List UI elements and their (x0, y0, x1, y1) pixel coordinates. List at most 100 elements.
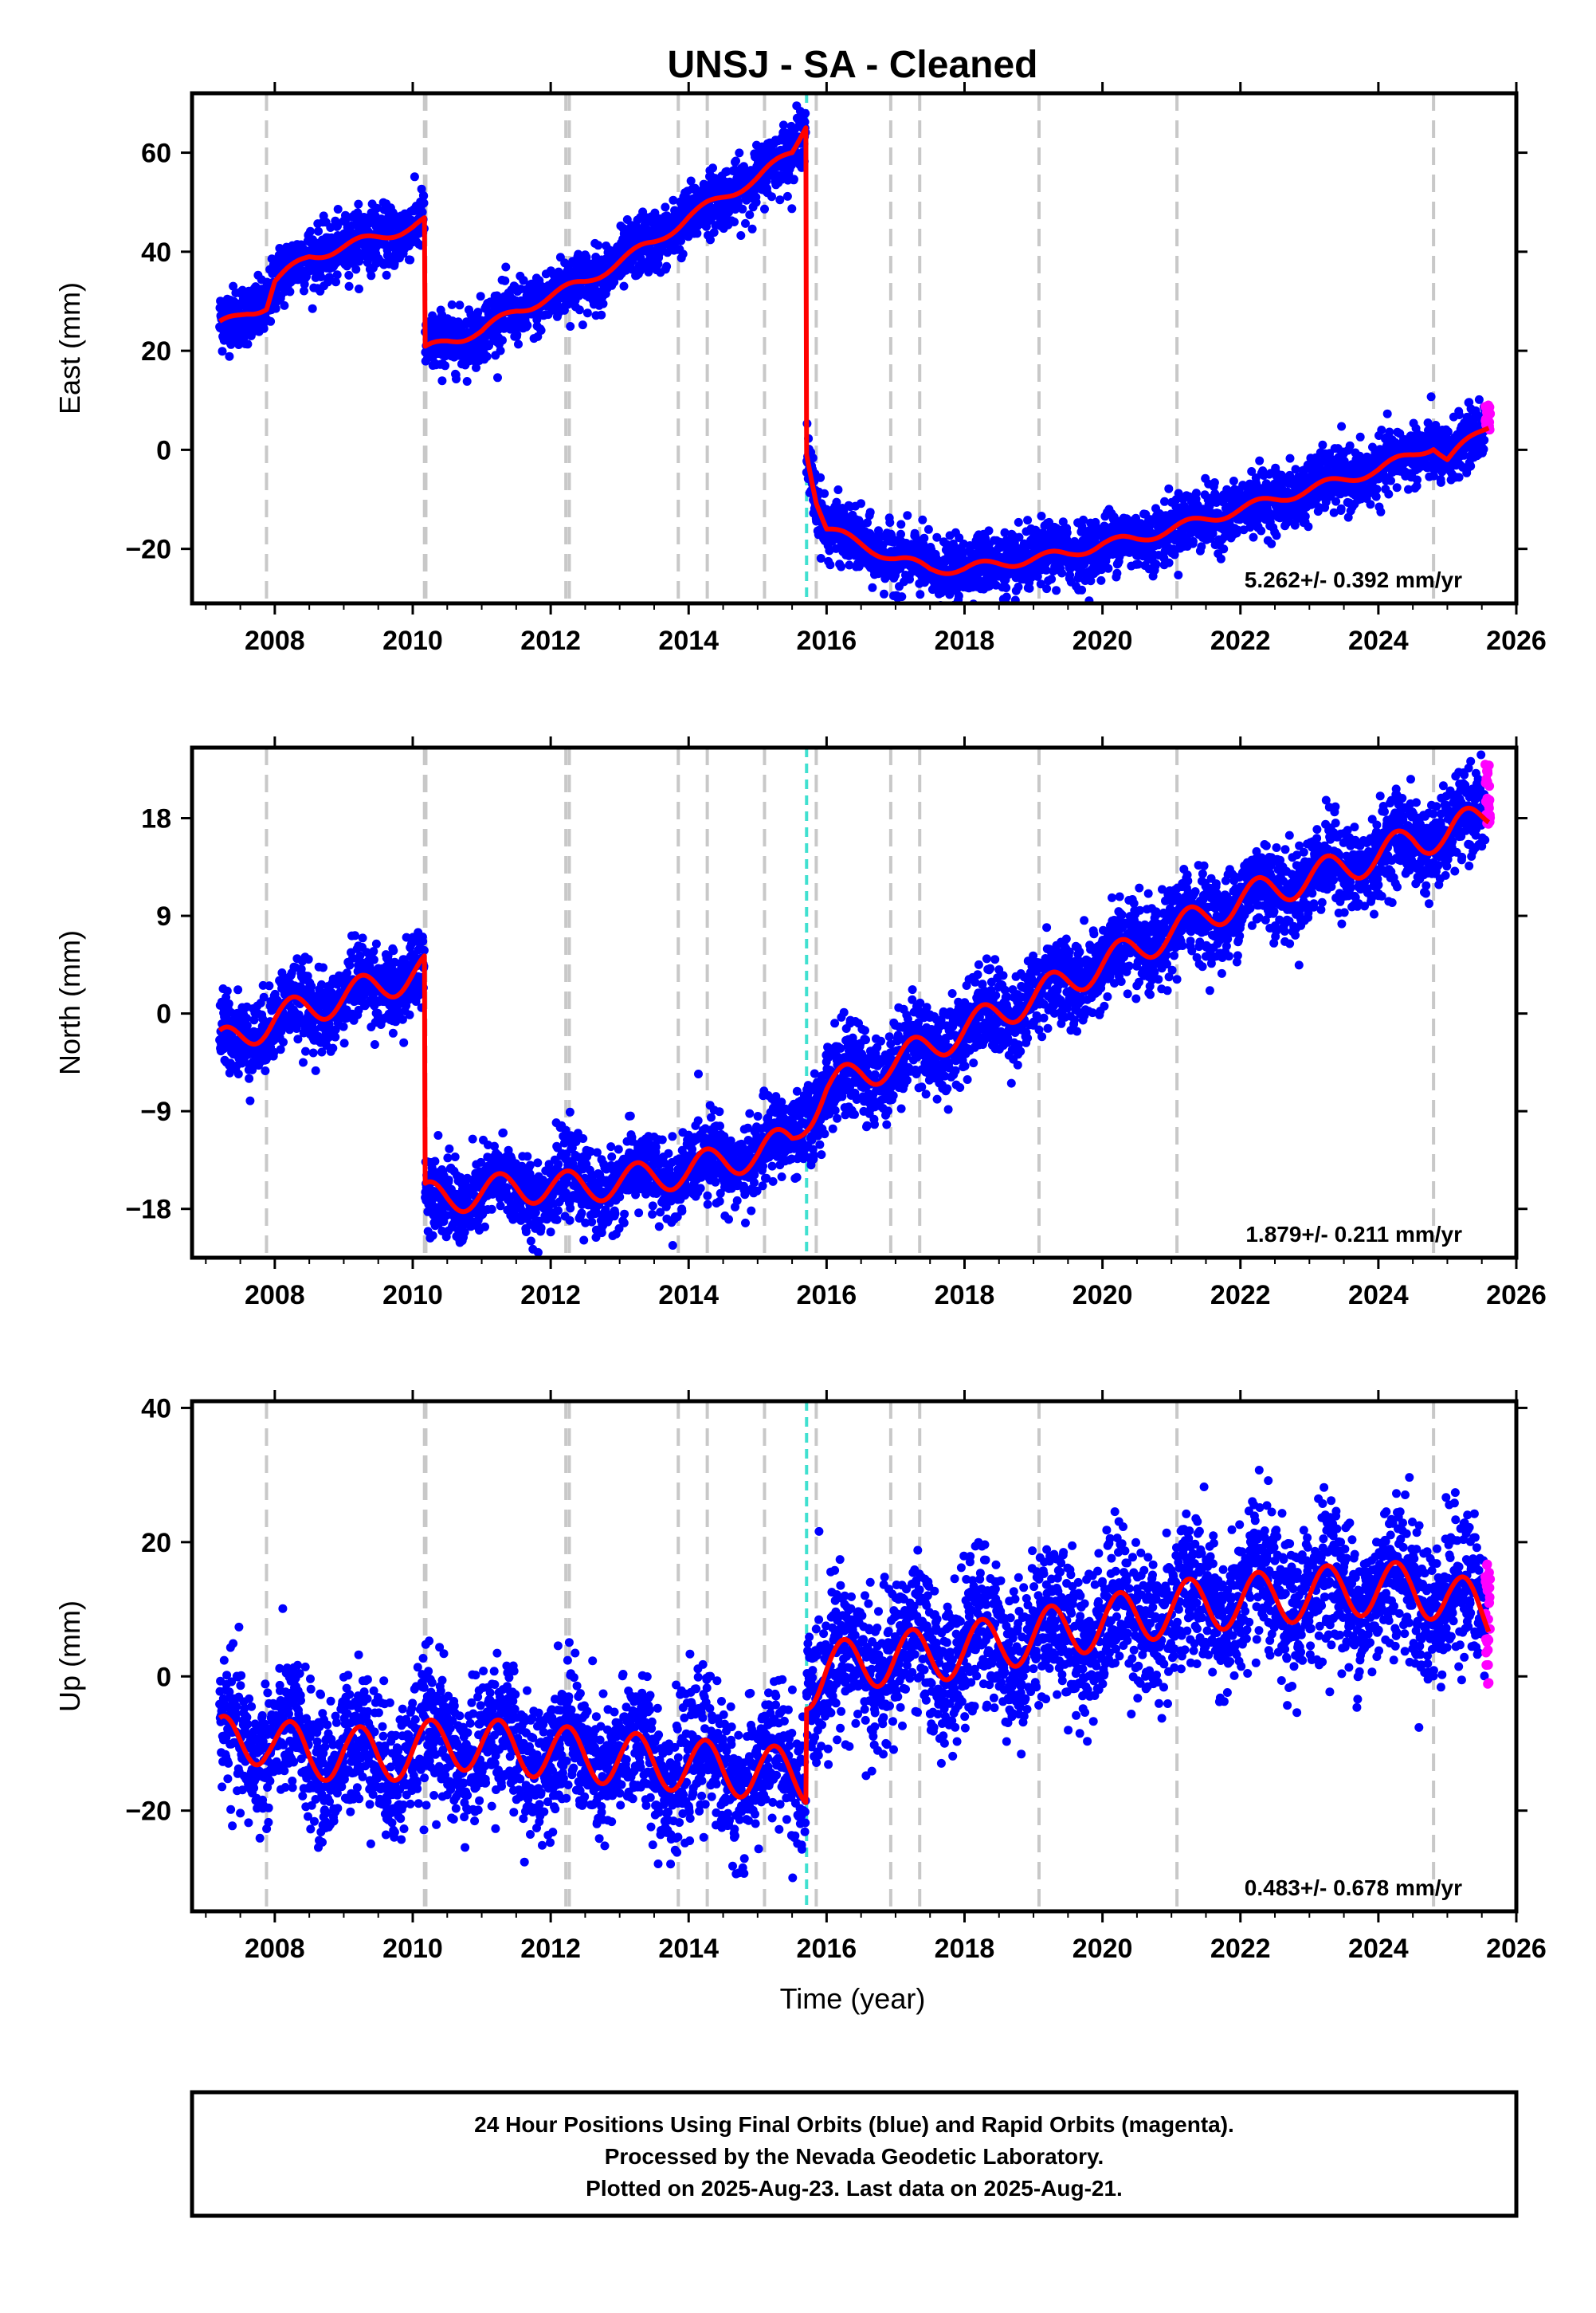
data-point (333, 222, 342, 231)
data-point (523, 320, 532, 330)
data-point (519, 276, 528, 285)
data-point (816, 554, 825, 563)
data-point (661, 202, 670, 212)
data-point (1304, 522, 1313, 532)
data-point (1219, 544, 1229, 554)
data-point (1386, 476, 1395, 485)
data-point (574, 305, 584, 315)
x-tick-label: 2024 (1348, 626, 1409, 656)
data-point (1249, 532, 1258, 542)
data-point (741, 218, 750, 228)
data-point (382, 270, 391, 280)
data-point (970, 605, 978, 614)
data-point (1014, 517, 1023, 527)
data-point (833, 485, 843, 494)
data-point (355, 285, 363, 293)
data-point (747, 224, 757, 234)
data-point (447, 300, 457, 309)
data-point (1002, 592, 1011, 602)
data-point (1188, 536, 1198, 546)
data-point (285, 287, 295, 296)
data-point (1385, 427, 1394, 437)
data-point (331, 277, 340, 287)
x-tick-label: 2012 (520, 626, 581, 656)
data-point (597, 310, 606, 320)
data-point (512, 330, 522, 340)
data-point (954, 591, 963, 601)
data-point (708, 163, 717, 173)
data-point (582, 308, 592, 318)
data-point (1210, 478, 1219, 487)
data-point (482, 351, 492, 361)
data-point (225, 351, 234, 361)
data-point (857, 499, 865, 509)
data-point (837, 562, 846, 571)
data-point (419, 191, 429, 201)
data-point (1104, 564, 1113, 573)
data-point (662, 261, 672, 271)
data-point (676, 236, 686, 245)
data-point (1337, 422, 1347, 431)
data-point (1474, 395, 1484, 404)
data-point (920, 533, 929, 543)
data-point (500, 276, 510, 285)
rapid-point (1485, 409, 1496, 419)
data-point (778, 120, 788, 130)
data-point (498, 336, 507, 345)
data-point (325, 273, 334, 282)
x-tick-label: 2018 (935, 626, 995, 656)
y-tick-label: 60 (141, 139, 171, 169)
data-point (1345, 441, 1355, 450)
data-point (1077, 585, 1087, 595)
data-point (1272, 531, 1281, 540)
x-tick-label: 2010 (382, 626, 443, 656)
data-point (1229, 477, 1238, 485)
data-point (1413, 475, 1421, 485)
final-orbit-points (215, 101, 1490, 614)
data-point (918, 515, 927, 524)
data-point (709, 228, 719, 238)
x-tick-label: 2016 (797, 626, 857, 656)
data-point (653, 260, 663, 269)
data-point (222, 986, 232, 995)
data-point (692, 229, 702, 238)
data-point (280, 300, 289, 310)
data-point (610, 277, 619, 287)
data-point (1112, 568, 1122, 578)
data-point (419, 198, 429, 208)
data-point (578, 320, 587, 330)
data-point (406, 255, 415, 265)
data-point (1257, 526, 1266, 536)
data-point (233, 1070, 243, 1078)
data-point (1336, 504, 1346, 513)
data-point (745, 210, 755, 219)
data-point (493, 373, 502, 383)
data-point (1052, 586, 1061, 595)
data-point (1047, 575, 1057, 584)
data-point (1366, 500, 1375, 509)
data-point (566, 322, 575, 331)
data-point (775, 195, 785, 205)
plot-area (215, 748, 1496, 1258)
data-point (1466, 461, 1476, 471)
data-point (1372, 485, 1382, 494)
data-point (1151, 560, 1161, 569)
data-point (306, 226, 315, 236)
data-point (816, 473, 825, 482)
data-point (332, 270, 342, 280)
data-point (418, 207, 427, 217)
data-point (730, 218, 739, 226)
data-point (351, 265, 361, 274)
data-point (820, 489, 829, 498)
data-point (1382, 409, 1392, 418)
data-point (789, 175, 798, 184)
data-point (354, 199, 363, 209)
data-point (229, 281, 238, 291)
data-point (916, 590, 925, 599)
data-point (735, 148, 744, 158)
data-point (782, 191, 792, 201)
data-point (259, 324, 269, 333)
data-point (473, 308, 483, 317)
data-point (326, 223, 335, 232)
data-point (224, 999, 233, 1008)
